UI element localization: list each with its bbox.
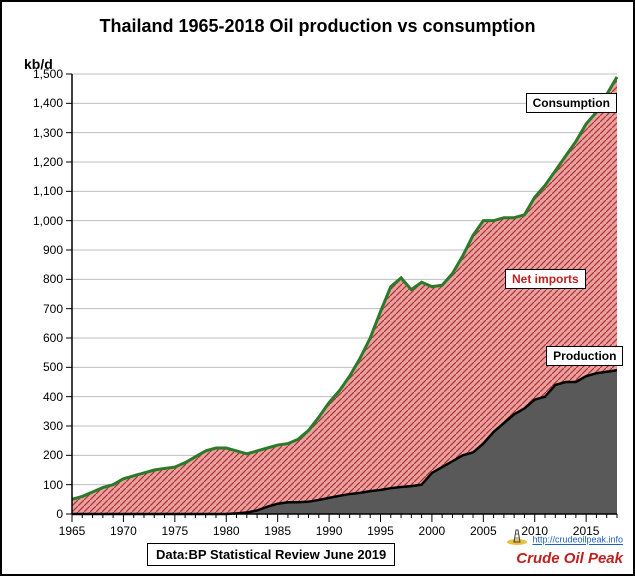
chart-title: Thailand 1965-2018 Oil production vs con… xyxy=(2,16,633,37)
consumption-label: Consumption xyxy=(526,93,617,113)
x-tick: 1990 xyxy=(316,524,343,538)
y-tick: 1,500 xyxy=(13,67,63,81)
brand-url: http://crudeoilpeak.info xyxy=(532,535,623,545)
y-tick: 900 xyxy=(13,243,63,257)
y-tick: 800 xyxy=(13,272,63,286)
x-tick: 2000 xyxy=(419,524,446,538)
production-label: Production xyxy=(546,346,623,366)
chart-container: Thailand 1965-2018 Oil production vs con… xyxy=(0,0,635,576)
plot-area xyxy=(72,74,617,514)
y-tick: 600 xyxy=(13,331,63,345)
y-tick: 400 xyxy=(13,390,63,404)
x-tick: 1965 xyxy=(59,524,86,538)
x-tick: 1995 xyxy=(367,524,394,538)
oil-derrick-icon xyxy=(506,527,528,550)
chart-svg xyxy=(72,74,617,514)
data-source-label: Data:BP Statistical Review June 2019 xyxy=(147,543,395,566)
y-tick: 0 xyxy=(13,507,63,521)
x-tick: 1970 xyxy=(110,524,137,538)
brand-name: Crude Oil Peak xyxy=(516,550,623,567)
y-tick: 1,400 xyxy=(13,96,63,110)
y-tick: 500 xyxy=(13,360,63,374)
y-tick: 300 xyxy=(13,419,63,433)
x-tick: 1980 xyxy=(213,524,240,538)
brand-logo: http://crudeoilpeak.info Crude Oil Peak xyxy=(506,527,623,568)
y-tick: 200 xyxy=(13,448,63,462)
x-tick: 1985 xyxy=(264,524,291,538)
netimports-label: Net imports xyxy=(505,269,586,289)
x-tick: 2005 xyxy=(470,524,497,538)
y-tick: 700 xyxy=(13,302,63,316)
x-tick: 1975 xyxy=(161,524,188,538)
y-tick: 1,300 xyxy=(13,126,63,140)
y-tick: 1,200 xyxy=(13,155,63,169)
y-tick: 1,000 xyxy=(13,214,63,228)
y-tick: 1,100 xyxy=(13,184,63,198)
y-tick: 100 xyxy=(13,478,63,492)
